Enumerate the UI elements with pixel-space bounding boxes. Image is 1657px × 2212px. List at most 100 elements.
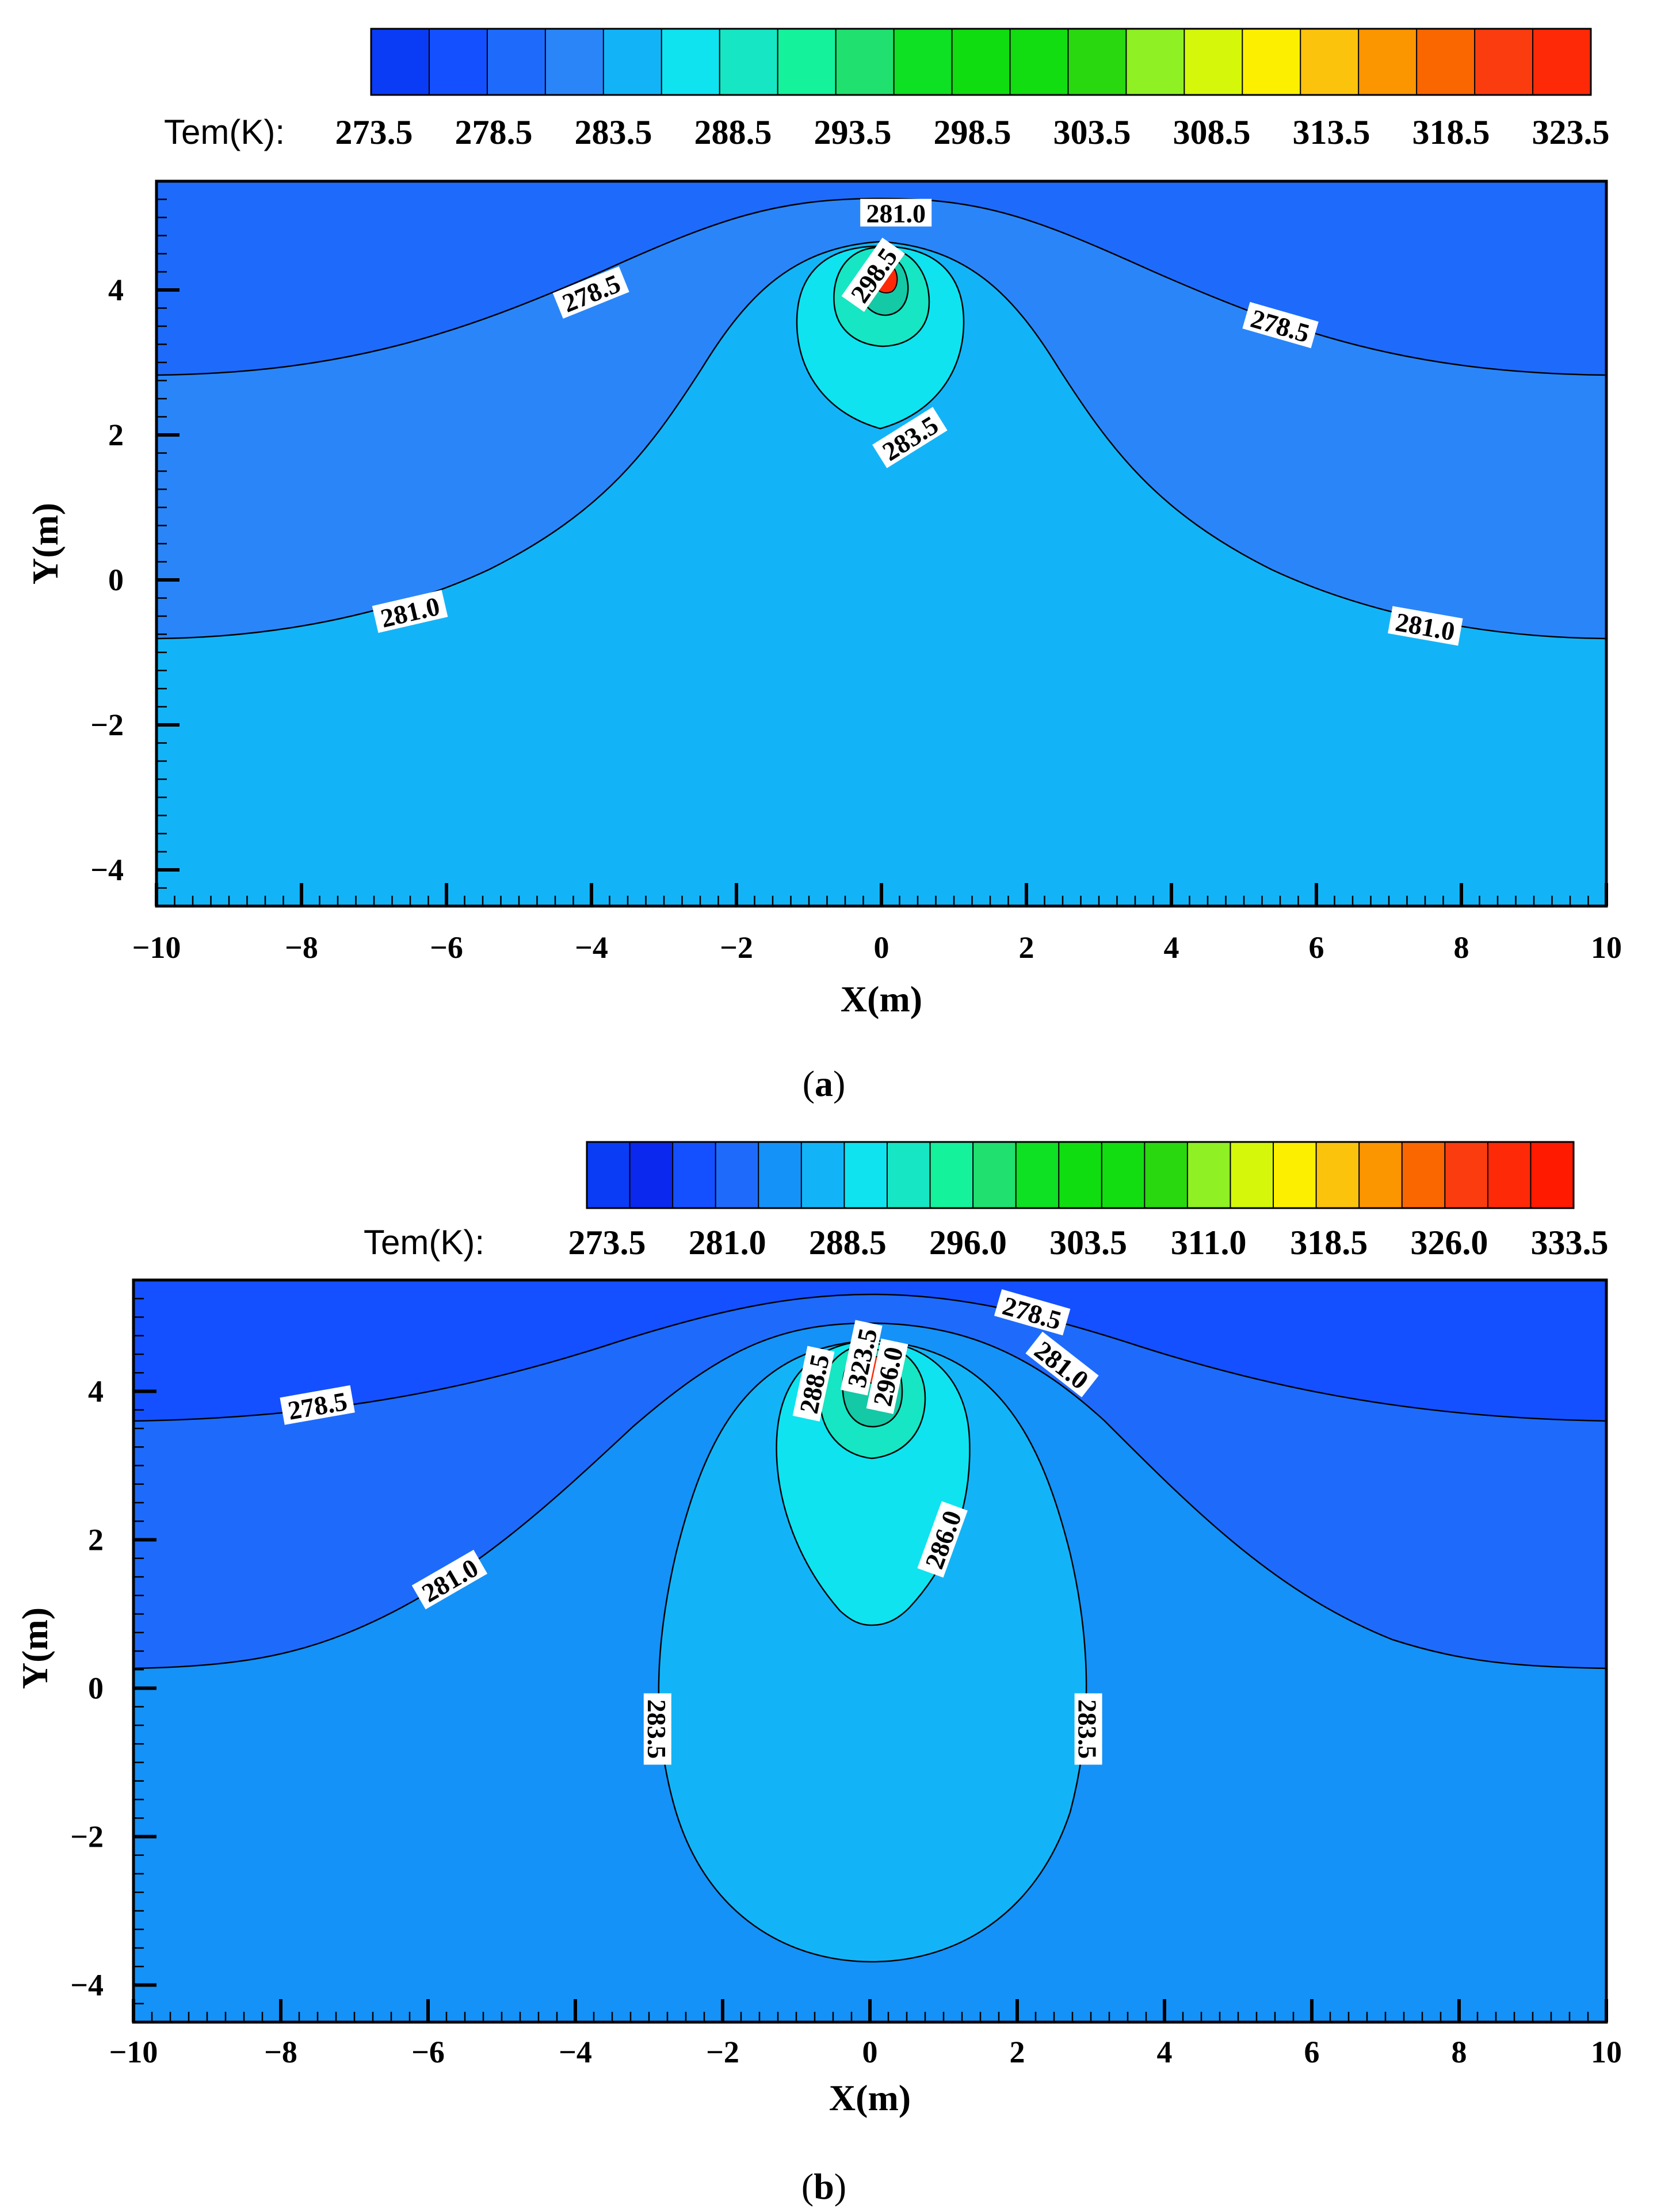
y-ticks-b: −4 −2 0 2 4	[70, 1279, 156, 2023]
colorbar-cell	[1067, 28, 1127, 95]
colorbar-cell	[1358, 28, 1418, 95]
legend-tick-label: 273.5	[335, 113, 413, 151]
x-tick-label: 0	[874, 930, 889, 965]
contour-label-bg	[840, 1320, 883, 1396]
contour-label-bg	[866, 1338, 908, 1414]
y-axis-title-a: Y(m)	[25, 503, 66, 584]
caption-a: (a)	[803, 1063, 846, 1104]
y-tick-label: 2	[108, 418, 124, 452]
y-tick-label: 4	[88, 1374, 104, 1409]
colorbar-cell	[777, 28, 837, 95]
x-tick-label: 8	[1452, 2035, 1467, 2069]
x-tick-label: −10	[132, 930, 181, 965]
colorbar-cell	[893, 28, 953, 95]
y-tick-label: 0	[88, 1671, 104, 1706]
legend-tick-label: 288.5	[809, 1224, 887, 1262]
colorbar-cell	[758, 1141, 803, 1209]
contour-label-bg	[1025, 1331, 1099, 1397]
contour-label-bg	[1074, 1693, 1102, 1765]
colorbar-cell	[1487, 1141, 1532, 1209]
legend-tick-label: 326.0	[1410, 1224, 1488, 1262]
colorbar-cell	[1009, 28, 1069, 95]
colorbar-cell	[1186, 1141, 1231, 1209]
colorbar-cell	[972, 1141, 1017, 1209]
colorbar-cell	[929, 1141, 974, 1209]
colorbar-a	[370, 28, 1592, 96]
y-tick-label: −2	[90, 708, 124, 742]
legend-tick-label: 281.0	[689, 1224, 766, 1262]
legend-tick-label: 318.5	[1290, 1224, 1368, 1262]
x-tick-label: 10	[1591, 930, 1622, 965]
colorbar-cell	[1315, 1141, 1360, 1209]
colorbar-cell	[951, 28, 1011, 95]
x-tick-label: −8	[264, 2035, 297, 2069]
colorbar-cell	[1401, 1141, 1446, 1209]
y-ticks-a: −4 −2 0 2 4	[90, 180, 180, 907]
colorbar-cell	[428, 28, 488, 95]
x-tick-label: −4	[559, 2035, 592, 2069]
legend-tick-label: 283.5	[575, 113, 652, 151]
y-tick-label: −4	[90, 853, 124, 887]
x-tick-label: −6	[411, 2035, 445, 2069]
contour-label-bg	[1242, 301, 1319, 349]
x-tick-label: −4	[575, 930, 608, 965]
colorbar-cell	[371, 28, 430, 95]
colorbar-cell	[1474, 28, 1534, 95]
colorbar-cell	[835, 28, 895, 95]
colorbar-cell	[1273, 1141, 1318, 1209]
x-tick-label: −10	[109, 2035, 158, 2069]
x-tick-label: 6	[1304, 2035, 1320, 2069]
legend-tick-label: 311.0	[1171, 1224, 1247, 1262]
x-tick-label: 10	[1591, 2035, 1622, 2069]
y-tick-label: 4	[108, 273, 124, 307]
caption-b: (b)	[801, 2166, 846, 2207]
colorbar-cell	[602, 28, 663, 95]
x-tick-label: −8	[285, 930, 318, 965]
colorbar-cell	[1300, 28, 1360, 95]
contour-label-bg	[917, 1501, 968, 1578]
legend-labels-b: 273.5 281.0 288.5 296.0 303.5 311.0 318.5 326.0…	[568, 1224, 1609, 1262]
legend-tick-label: 313.5	[1293, 113, 1370, 151]
colorbar-cell	[672, 1141, 717, 1209]
colorbar-frame	[586, 1141, 1575, 1209]
legend-tick-label: 303.5	[1053, 113, 1131, 151]
x-tick-label: −2	[720, 930, 753, 965]
contour-label-bg	[994, 1289, 1071, 1336]
contour-label-bg	[411, 1549, 488, 1610]
legend-tick-label: 296.0	[929, 1224, 1007, 1262]
region-283-286-b	[658, 1339, 1087, 1963]
legend-tick-label: 293.5	[814, 113, 892, 151]
x-ticks-a: −10 −8 −6 −4 −2 0 2 4 6 8 10	[132, 883, 1622, 965]
colorbar-cell	[1015, 1141, 1060, 1209]
colorbar-cell	[486, 28, 547, 95]
contour-label-bg	[280, 1385, 355, 1425]
colorbar-cell	[544, 28, 605, 95]
x-axis-title-a: X(m)	[841, 979, 922, 1019]
legend-title-b: Tem(K):	[364, 1223, 484, 1262]
x-tick-label: 0	[862, 2035, 878, 2069]
contour-label: 283.5	[1073, 1693, 1102, 1765]
contour-label-bg	[643, 1693, 671, 1765]
colorbar-cell	[586, 1141, 631, 1209]
y-axis-title-b: Y(m)	[14, 1607, 55, 1689]
colorbar-cell	[1183, 28, 1243, 95]
colorbar-cell	[1358, 1141, 1403, 1209]
contour-label-text: 281.0	[866, 199, 926, 228]
y-tick-label: 0	[108, 563, 124, 597]
colorbar-cell	[1230, 1141, 1274, 1209]
contour-label-bg	[792, 1346, 835, 1422]
colorbar-cell	[1125, 28, 1185, 95]
colorbar-cell	[843, 1141, 888, 1209]
y-tick-label: 2	[88, 1523, 104, 1557]
colorbar-cell	[1530, 1141, 1575, 1209]
contour-label-text: 283.5	[642, 1699, 671, 1759]
legend-tick-label: 303.5	[1049, 1224, 1127, 1262]
colorbar-frame	[370, 28, 1592, 96]
contour-label-bg	[841, 238, 905, 312]
contour-label-bg	[1388, 606, 1463, 646]
x-ticks-b: −10 −8 −6 −4 −2 0 2 4 6 8 10	[109, 1999, 1622, 2069]
colorbar-cell	[1532, 28, 1592, 95]
x-tick-label: −2	[706, 2035, 739, 2069]
colorbar-cell	[1058, 1141, 1103, 1209]
